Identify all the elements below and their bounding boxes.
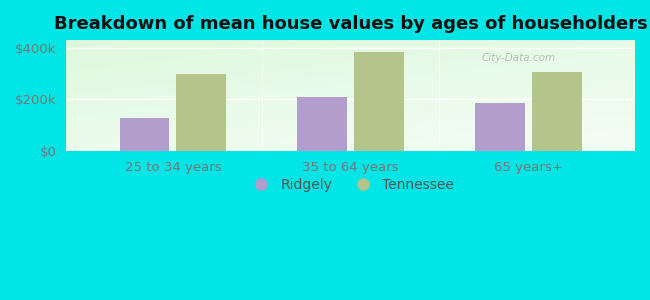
Legend: Ridgely, Tennessee: Ridgely, Tennessee — [242, 172, 460, 197]
Bar — [176, 74, 226, 151]
Text: City-Data.com: City-Data.com — [482, 53, 556, 63]
Bar — [475, 103, 525, 151]
Bar — [297, 97, 347, 151]
Bar — [532, 72, 582, 151]
Title: Breakdown of mean house values by ages of householders: Breakdown of mean house values by ages o… — [54, 15, 647, 33]
Bar — [354, 52, 404, 151]
Bar — [120, 118, 169, 151]
